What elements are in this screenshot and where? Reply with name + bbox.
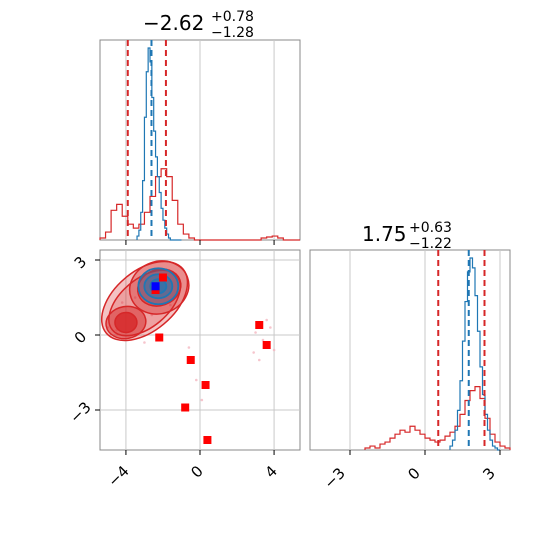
quantile-lines	[126, 40, 167, 240]
scatter-point	[143, 341, 146, 344]
scatter-point	[252, 351, 256, 354]
red-square-marker	[158, 273, 167, 282]
scatter-point	[272, 348, 276, 352]
scatter-point	[194, 378, 198, 382]
grid-lines	[100, 250, 300, 450]
y-tick-label: 0	[71, 328, 90, 347]
x-ticks	[125, 240, 275, 245]
blue-square-marker	[151, 282, 160, 291]
scatter-point	[265, 318, 268, 322]
square-markers	[151, 273, 271, 444]
title-minus-error: −1.22	[409, 236, 452, 252]
blue-histogram-step	[136, 47, 182, 241]
scatter-point	[254, 331, 257, 334]
x-tick-label: −4	[104, 462, 132, 490]
x-ticks: −4 0 4	[104, 450, 281, 490]
red-square-marker	[255, 321, 264, 329]
scatter-point	[257, 358, 261, 362]
red-square-marker	[262, 341, 271, 349]
x-tick-label: −3	[320, 464, 348, 492]
quantile-lines	[437, 250, 486, 450]
title-median: 1.75	[362, 222, 407, 246]
contour-fills	[100, 260, 190, 342]
histogram-panel-top	[99, 39, 301, 245]
panel-title-right: 1.75	[362, 222, 407, 246]
title-plus-error: +0.78	[211, 9, 254, 25]
panel-title-top: −2.62	[143, 11, 204, 35]
red-square-marker	[201, 381, 210, 389]
red-square-marker	[186, 356, 195, 364]
panel-frame	[309, 249, 511, 451]
red-square-marker	[181, 403, 190, 412]
red-square-marker	[203, 436, 212, 444]
blue-histogram-step	[449, 257, 500, 451]
red-contour-lower-core	[114, 311, 138, 334]
contour-panel: −4 0 4 3 0 −3	[66, 249, 301, 490]
y-ticks: 3 0 −3	[66, 253, 100, 427]
histogram-panel-right: −3 0 3	[309, 249, 511, 492]
x-tick-label: 0	[187, 462, 206, 481]
y-tick-label: −3	[66, 398, 94, 426]
x-tick-label: 3	[479, 464, 498, 483]
x-ticks: −3 0 3	[320, 450, 501, 492]
scatter-point	[169, 303, 172, 307]
scatter-point	[120, 301, 124, 304]
title-plus-error: +0.63	[409, 220, 452, 236]
scatter-point	[261, 338, 265, 342]
title-minus-error: −1.28	[211, 25, 254, 41]
scatter-point	[200, 398, 204, 402]
grid-lines	[125, 40, 275, 240]
red-square-marker	[155, 333, 164, 342]
histogram-steps	[99, 47, 300, 241]
scatter-point	[187, 346, 191, 349]
x-tick-label: 0	[404, 464, 423, 483]
scatter-point	[269, 326, 272, 329]
title-median: −2.62	[143, 11, 204, 35]
x-tick-label: 4	[261, 462, 280, 481]
scatter-point	[133, 296, 137, 299]
grid-lines	[349, 250, 501, 450]
red-histogram-step	[99, 168, 300, 241]
y-tick-label: 3	[71, 253, 90, 272]
